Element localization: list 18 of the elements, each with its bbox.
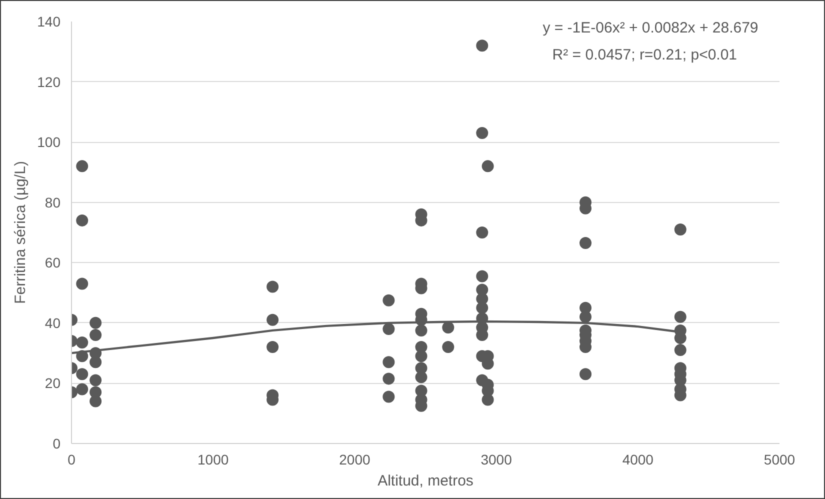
y-tick-label: 40 <box>44 314 61 331</box>
y-tick-label: 80 <box>44 194 61 210</box>
x-tick-label: 3000 <box>480 452 512 468</box>
y-tick-label: 120 <box>37 74 61 90</box>
y-tick-label: 140 <box>37 14 61 30</box>
x-tick-label: 1000 <box>198 452 229 468</box>
y-tick-label: 60 <box>44 254 61 271</box>
x-axis-title: Altitud, metros <box>378 472 474 490</box>
y-tick-label: 100 <box>37 134 61 150</box>
y-axis-title: Ferritina sérica (µg/L) <box>12 161 30 304</box>
x-tick-label: 2000 <box>339 452 370 468</box>
annotation: y = -1E-06x² + 0.0082x + 28.679 <box>542 20 758 37</box>
x-tick-label: 0 <box>68 452 76 468</box>
annotation: R² = 0.0457; r=0.21; p<0.01 <box>552 46 738 64</box>
x-tick-label: 5000 <box>764 452 796 468</box>
y-tick-label: 0 <box>52 436 61 452</box>
x-tick-label: 4000 <box>622 452 654 468</box>
y-tick-label: 20 <box>44 375 61 392</box>
